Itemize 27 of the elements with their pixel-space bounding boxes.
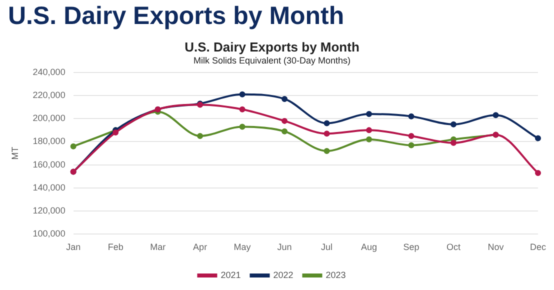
x-tick-label: Apr <box>193 242 208 252</box>
y-axis-title: MT <box>10 146 20 160</box>
x-tick-label: Jul <box>321 242 333 252</box>
y-tick-label: 220,000 <box>32 90 66 100</box>
y-tick-label: 140,000 <box>32 182 66 192</box>
x-tick-label: Sep <box>403 242 420 252</box>
chart-subtitle: Milk Solids Equivalent (30-Day Months) <box>193 55 351 66</box>
x-tick-label: Aug <box>361 242 378 252</box>
y-tick-label: 100,000 <box>32 228 66 239</box>
legend-label: 2021 <box>220 270 241 280</box>
x-tick-label: May <box>234 242 252 252</box>
y-tick-label: 240,000 <box>32 66 66 77</box>
legend-label: 2022 <box>273 270 294 280</box>
x-tick-label: Oct <box>446 242 462 252</box>
x-tick-label: Jan <box>66 242 81 252</box>
y-tick-label: 180,000 <box>32 136 66 146</box>
y-tick-label: 200,000 <box>32 113 66 124</box>
legend-label: 2023 <box>326 270 346 280</box>
y-tick-label: 160,000 <box>32 159 66 170</box>
y-tick-label: 120,000 <box>32 206 66 216</box>
chart-title: U.S. Dairy Exports by Month <box>184 39 360 54</box>
x-tick-label: Mar <box>150 242 166 252</box>
text: U.S. Dairy Exports by Month <box>8 2 344 31</box>
x-tick-label: Jun <box>277 242 292 252</box>
x-tick-label: Feb <box>108 242 124 252</box>
x-tick-label: Nov <box>488 242 504 252</box>
x-tick-label: Dec <box>530 242 546 252</box>
